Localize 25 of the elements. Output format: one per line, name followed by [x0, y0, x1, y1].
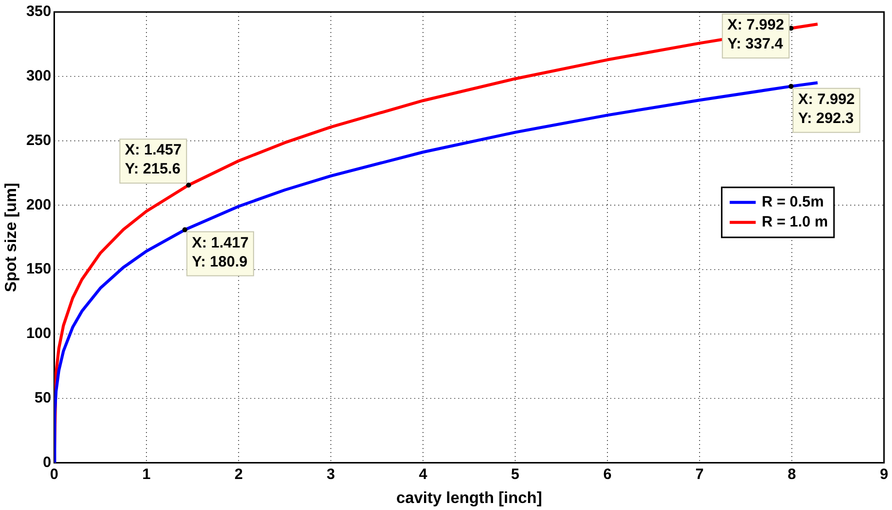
y-tick-label: 350: [26, 3, 52, 20]
x-axis-title: cavity length [inch]: [396, 490, 542, 507]
y-tick-label: 100: [26, 325, 52, 342]
x-tick-label: 6: [603, 466, 612, 483]
y-tick-label: 250: [26, 132, 52, 149]
x-tick-label: 2: [234, 466, 243, 483]
y-axis-title: Spot size [um]: [3, 182, 20, 292]
annotation: X: 7.992 Y: 292.3: [798, 90, 855, 127]
x-tick-label: 1: [142, 466, 151, 483]
x-tick-label: 4: [418, 466, 428, 483]
x-tick-label: 9: [880, 466, 888, 483]
annotation: X: 1.417 Y: 180.9: [192, 234, 249, 270]
legend-label: R = 1.0 m: [762, 214, 828, 231]
y-tick-label: 200: [26, 196, 52, 214]
y-tick-label: 0: [42, 454, 52, 471]
y-tick-label: 150: [26, 260, 52, 278]
x-tick-label: 7: [695, 466, 704, 483]
x-tick-label: 3: [326, 466, 335, 483]
annotation: X: 7.992 Y: 337.4: [727, 16, 784, 53]
annotation: X: 1.457 Y: 215.6: [124, 142, 182, 178]
y-tick-label: 50: [34, 390, 52, 407]
x-tick-label: 5: [511, 466, 520, 483]
y-tick-label: 300: [26, 68, 52, 85]
x-tick-label: 8: [788, 466, 796, 483]
legend-label: R = 0.5m: [762, 194, 824, 211]
